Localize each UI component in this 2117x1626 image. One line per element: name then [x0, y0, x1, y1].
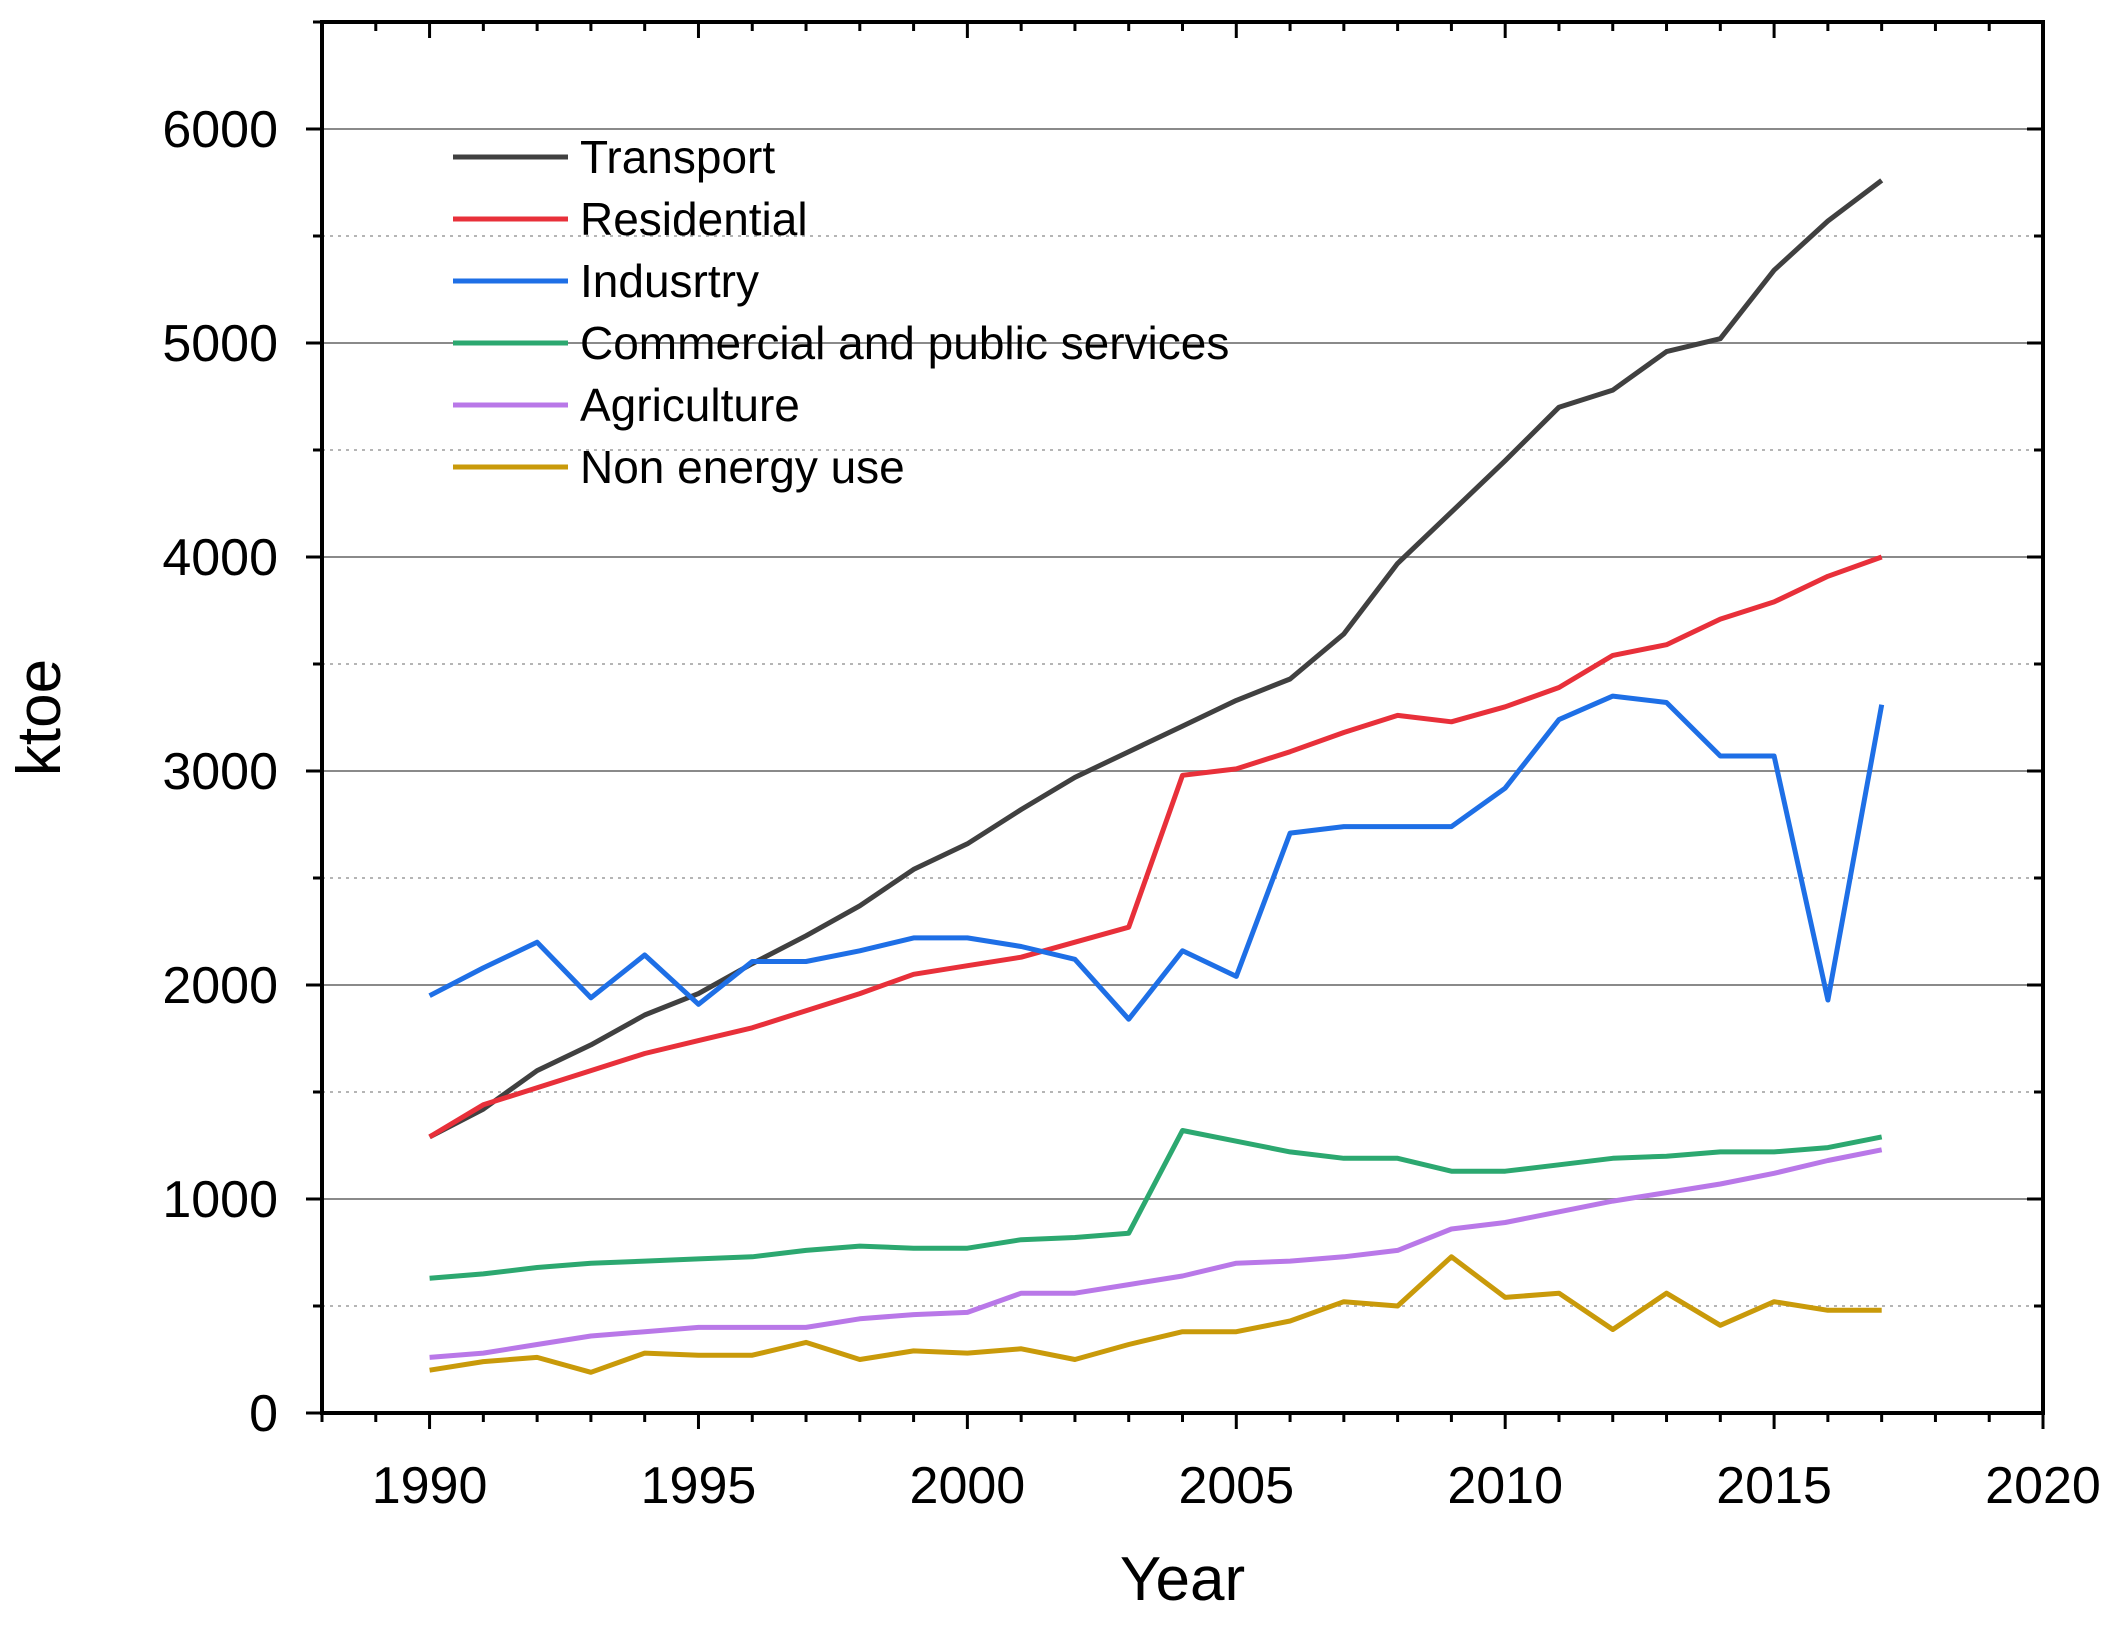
y-axis-title: ktoe — [5, 659, 74, 776]
legend-label-5: Non energy use — [580, 441, 905, 493]
legend-label-1: Residential — [580, 193, 808, 245]
y-tick-label-2000: 2000 — [162, 957, 278, 1015]
axis-ticks: 1990 1995 2000 2005 2010 2015 2020 0 1000 2000 300… — [162, 20, 2101, 1515]
series-line-2 — [428, 693, 1885, 1022]
series-line-4 — [429, 1147, 1883, 1360]
x-tick-label-2005: 2005 — [1178, 1457, 1294, 1515]
y-tick-label-1000: 1000 — [162, 1171, 278, 1229]
series-line-5 — [429, 1254, 1882, 1375]
y-tick-label-4000: 4000 — [162, 529, 278, 587]
legend-label-4: Agriculture — [580, 379, 800, 431]
legend-label-3: Commercial and public services — [580, 317, 1229, 369]
x-tick-label-2000: 2000 — [910, 1457, 1026, 1515]
y-tick-label-5000: 5000 — [162, 315, 278, 373]
x-tick-label-1990: 1990 — [372, 1457, 488, 1515]
x-axis-title: Year — [1120, 1545, 1245, 1614]
x-tick-label-2015: 2015 — [1716, 1457, 1832, 1515]
y-tick-label-3000: 3000 — [162, 743, 278, 801]
x-tick-label-1995: 1995 — [641, 1457, 757, 1515]
y-tick-label-6000: 6000 — [162, 101, 278, 159]
series-line-3 — [429, 1128, 1883, 1281]
series-lines — [428, 178, 1885, 1375]
series-line-1 — [428, 554, 1883, 1140]
legend-label-0: Transport — [580, 131, 775, 183]
grid-lines — [322, 128, 2043, 1307]
x-tick-label-2010: 2010 — [1447, 1457, 1563, 1515]
legend: Transport Residential Indusrtry Commercial … — [453, 131, 1229, 493]
legend-label-2: Indusrtry — [580, 255, 759, 307]
series-line-0 — [428, 178, 1884, 1140]
y-tick-label-0: 0 — [249, 1385, 278, 1443]
x-tick-label-2020: 2020 — [1985, 1457, 2101, 1515]
